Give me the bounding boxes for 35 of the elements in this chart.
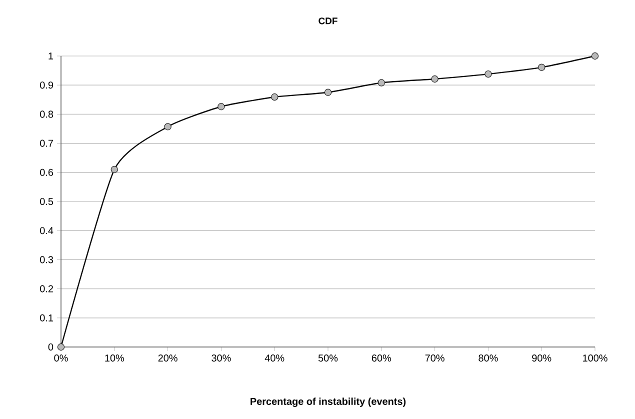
- x-tick-label: 0%: [54, 354, 68, 362]
- y-tick-label: 0.1: [40, 314, 53, 322]
- chart-title: CDF: [318, 18, 338, 24]
- y-tick-label: 0: [48, 343, 54, 351]
- x-tick-label: 40%: [264, 354, 284, 362]
- x-axis-title: Percentage of instability (events): [250, 398, 406, 407]
- x-tick-label: 30%: [212, 354, 231, 362]
- point: [57, 343, 65, 351]
- point: [591, 52, 599, 60]
- x-tick-label: 90%: [532, 354, 552, 362]
- point: [110, 166, 118, 174]
- y-tick-label: 0.3: [40, 256, 54, 264]
- x-tick-label: 70%: [425, 354, 444, 362]
- point: [484, 70, 492, 78]
- x-tick-label: 80%: [478, 354, 498, 362]
- y-tick-label: 0.7: [40, 140, 53, 147]
- x-tick-label: 50%: [318, 354, 338, 362]
- x-tick-label: 60%: [372, 354, 392, 362]
- point: [324, 88, 332, 96]
- y-tick-label: 0.5: [40, 198, 54, 206]
- point: [218, 103, 225, 110]
- point: [271, 93, 278, 101]
- point: [164, 123, 172, 130]
- y-tick-label: 0.9: [40, 82, 54, 89]
- y-tick-label: 0.2: [40, 285, 53, 292]
- point: [378, 79, 386, 86]
- y-tick-label: 0.8: [40, 110, 54, 118]
- point: [538, 64, 546, 71]
- x-tick-label: 100%: [583, 354, 608, 362]
- x-tick-label: 10%: [105, 354, 124, 362]
- x-tick-label: 20%: [158, 354, 178, 362]
- y-tick-label: 0.4: [40, 227, 54, 234]
- y-tick-label: 0.6: [40, 168, 54, 176]
- point: [431, 75, 438, 83]
- y-tick-label: 1: [48, 52, 53, 60]
